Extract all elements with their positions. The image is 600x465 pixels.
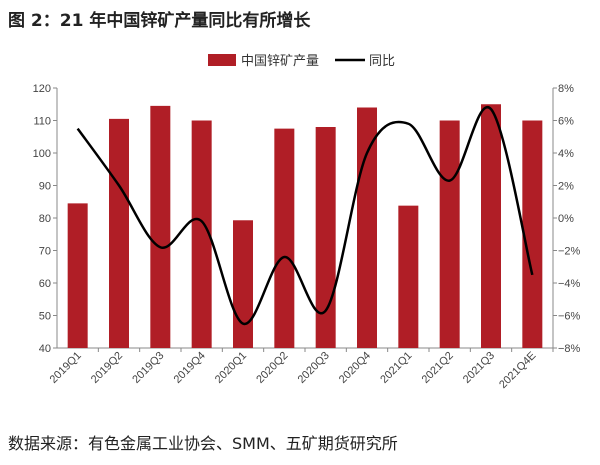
bar [67,203,88,348]
bar [439,120,460,348]
bar [398,205,419,348]
left-tick-label: 60 [39,278,51,290]
bar [150,105,171,348]
right-tick-label: −2% [558,246,581,258]
left-tick-label: 80 [39,213,51,225]
x-tick-label: 2019Q4 [172,350,208,386]
right-tick-label: −4% [558,278,581,290]
left-tick-label: 90 [39,181,51,193]
left-tick-label: 120 [33,83,51,95]
x-tick-label: 2020Q1 [213,350,249,386]
bar [481,104,501,348]
yoy-line [76,105,534,325]
x-tick-label: 2021Q4E [497,350,538,391]
bar [357,107,377,348]
right-tick-label: −6% [558,311,581,323]
x-tick-label: 2019Q3 [130,350,166,386]
right-tick-label: 8% [558,83,574,95]
bar [522,120,543,348]
source-note: 数据来源：有色金属工业协会、SMM、五矿期货研究所 [8,434,398,453]
bar [109,118,129,348]
right-tick-label: 0% [558,213,574,225]
bar [191,120,212,348]
x-tick-label: 2021Q2 [420,350,456,386]
x-tick-label: 2021Q3 [461,350,497,386]
left-tick-label: 70 [39,246,51,258]
left-tick-label: 110 [33,116,51,128]
legend-line-label: 同比 [369,54,395,69]
x-tick-label: 2021Q1 [378,350,414,386]
right-tick-label: 2% [558,181,574,193]
x-tick-label: 2020Q2 [254,350,290,386]
legend-bar-swatch [208,54,236,66]
legend-bar-label: 中国锌矿产量 [241,54,319,69]
left-tick-label: 50 [39,311,51,323]
right-tick-label: 6% [558,116,574,128]
left-tick-label: 40 [39,343,51,355]
x-tick-label: 2019Q1 [48,350,84,386]
x-tick-label: 2019Q2 [89,350,125,386]
bar [315,127,336,348]
bar [233,220,253,348]
left-tick-label: 100 [33,148,51,160]
chart: 40 50 60 70 80 90 100 110 120 −8% −6% −4% −2% 0% 2% 4% 6… [33,54,581,391]
chart-title: 图 2：21 年中国锌矿产量同比有所增长 [8,11,311,31]
bar [274,128,295,348]
right-tick-label: −8% [558,343,581,355]
right-tick-label: 4% [558,148,574,160]
x-tick-label: 2020Q3 [296,350,332,386]
x-tick-label: 2020Q4 [337,350,373,386]
